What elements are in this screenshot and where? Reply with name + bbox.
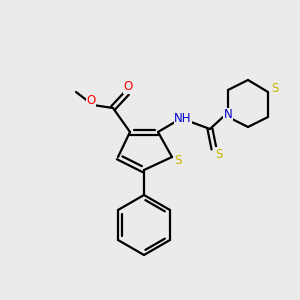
Text: S: S xyxy=(215,148,223,160)
Text: NH: NH xyxy=(174,112,192,125)
Text: S: S xyxy=(174,154,182,166)
Text: S: S xyxy=(271,82,279,95)
Text: O: O xyxy=(123,80,133,94)
Text: N: N xyxy=(224,109,232,122)
Text: O: O xyxy=(86,94,96,107)
